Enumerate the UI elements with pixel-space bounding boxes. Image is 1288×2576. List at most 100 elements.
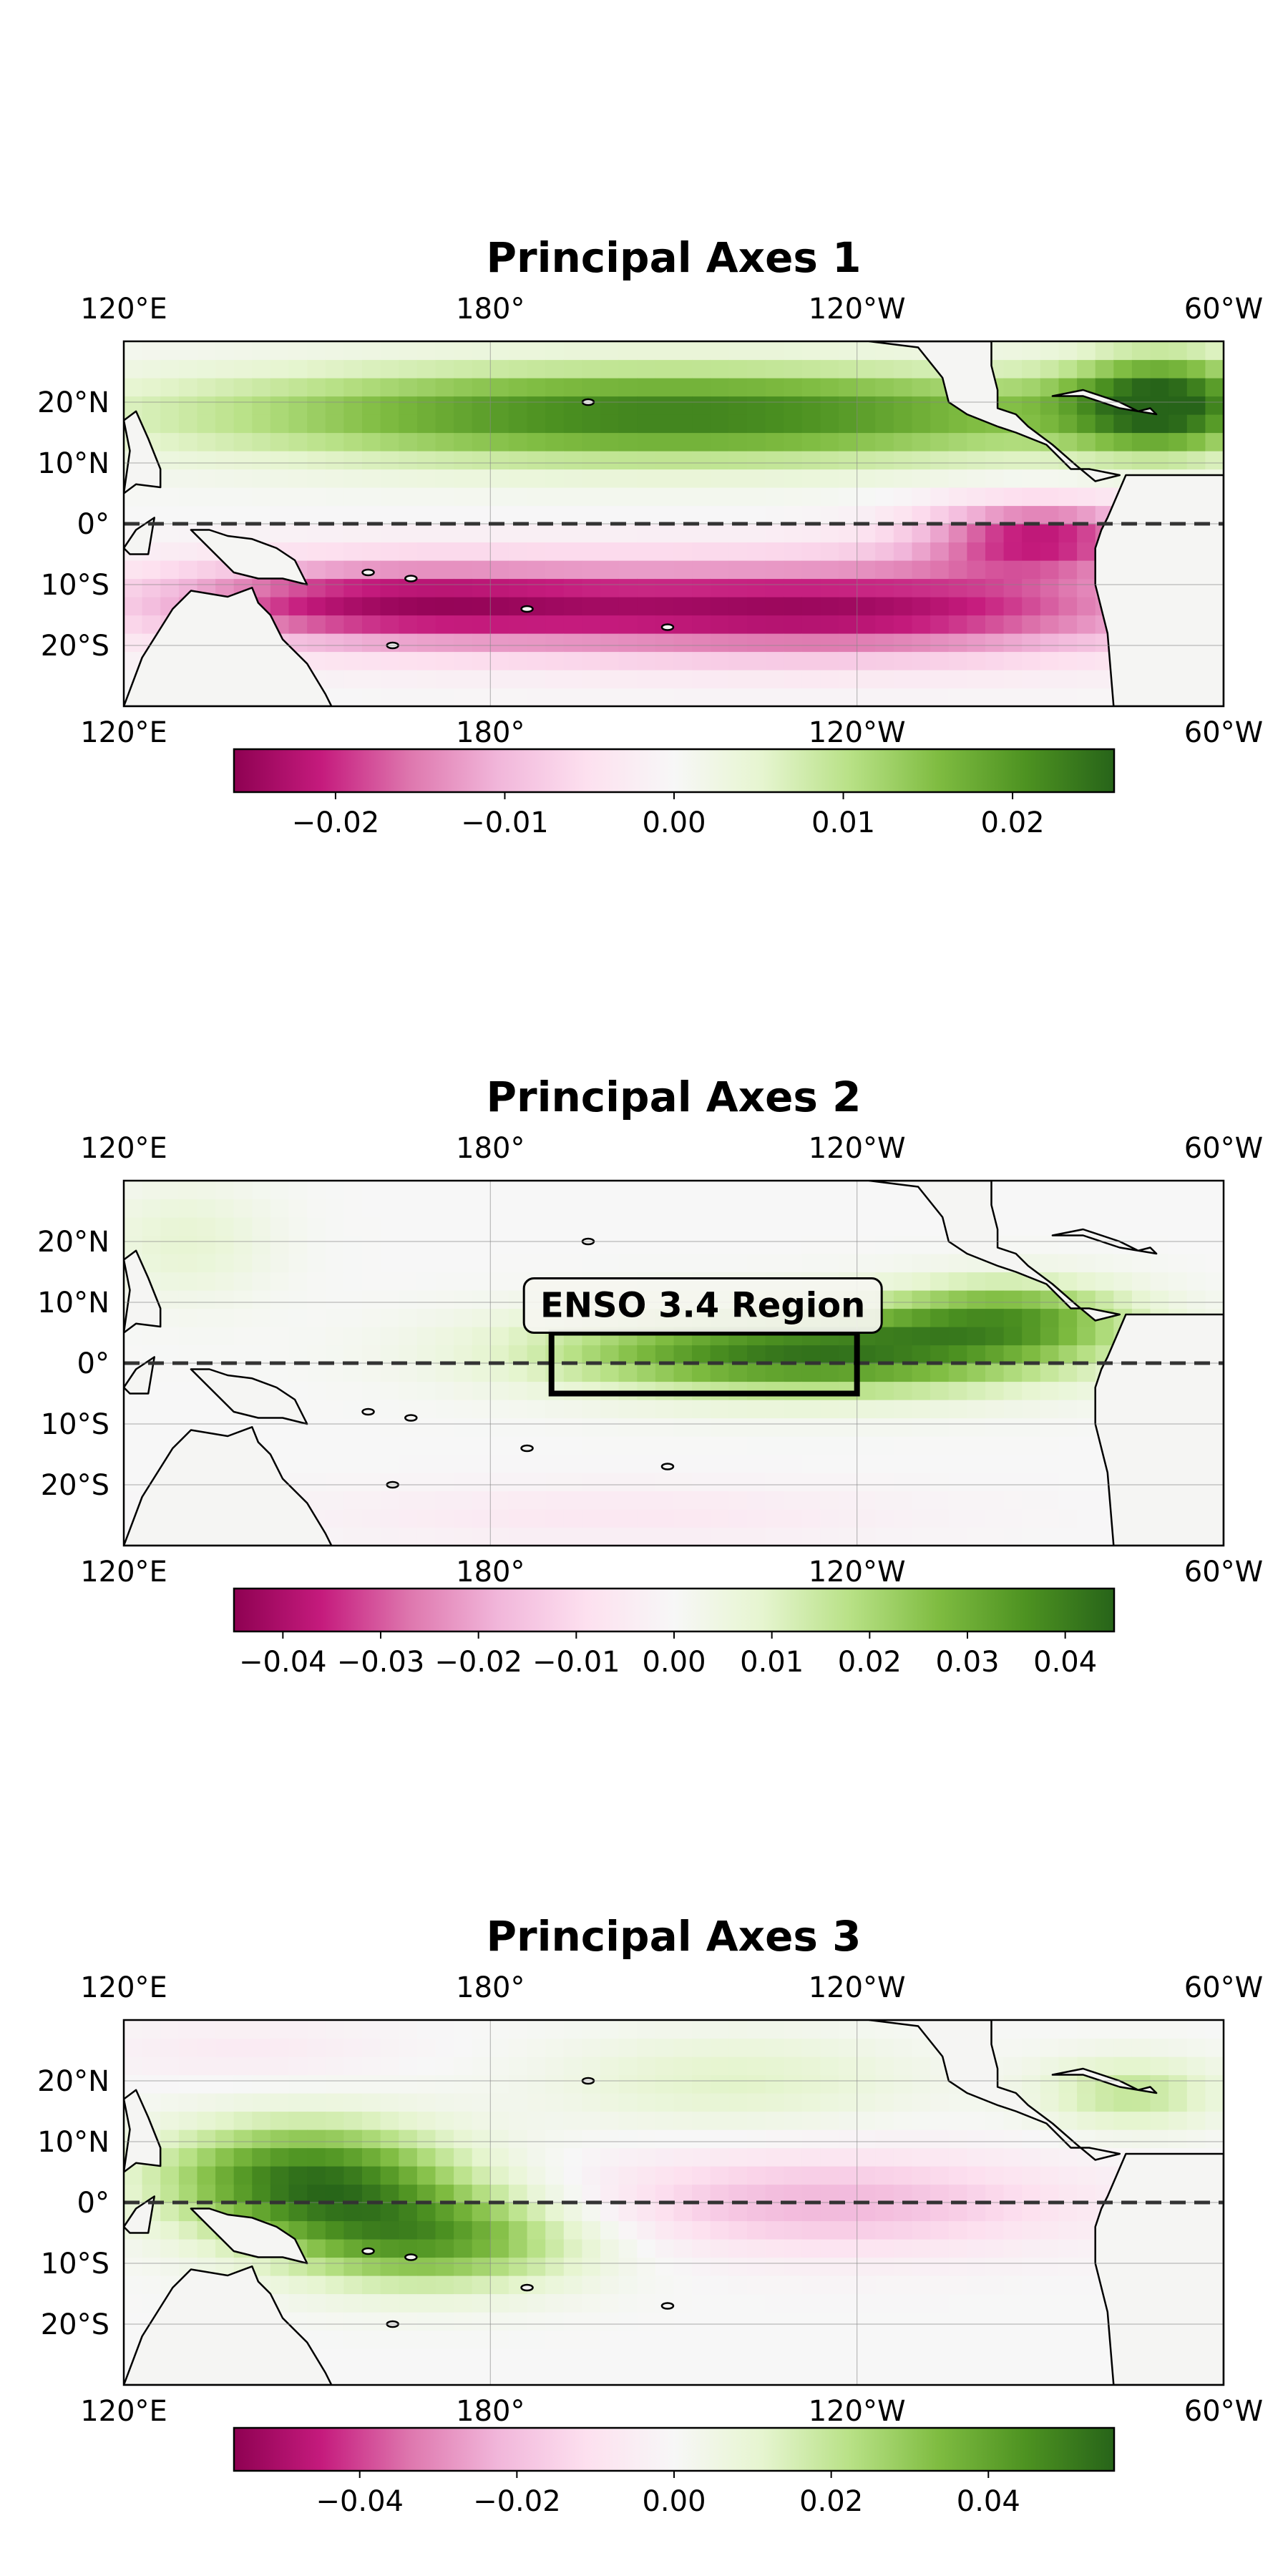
heatmap-cell [692, 2239, 711, 2258]
heatmap-cell [655, 2038, 675, 2057]
heatmap-cell [288, 1345, 308, 1364]
heatmap-cell [563, 2074, 582, 2094]
y-tick-label: 20°N [37, 2065, 109, 2098]
heatmap-cell [508, 487, 528, 507]
heatmap-cell [1022, 2184, 1041, 2203]
heatmap-cell [600, 2220, 620, 2240]
heatmap-cell [948, 524, 967, 543]
heatmap-cell [784, 1217, 803, 1236]
heatmap-cell [252, 469, 271, 488]
heatmap-cell [288, 1308, 308, 1327]
heatmap-cell [472, 1363, 491, 1382]
heatmap-cell [527, 2184, 546, 2203]
heatmap-cell [930, 487, 950, 507]
heatmap-cell [380, 378, 399, 397]
heatmap-cell [948, 2293, 967, 2313]
heatmap-cell [563, 578, 582, 597]
heatmap-cell [1003, 1436, 1023, 1455]
heatmap-cell [985, 1418, 1005, 1437]
heatmap-cell [1022, 2020, 1041, 2039]
heatmap-cell [801, 1363, 821, 1382]
heatmap-cell [454, 2074, 473, 2094]
heatmap-cell [985, 2147, 1005, 2167]
x-tick-label-top: 120°E [80, 1132, 167, 1165]
heatmap-cell [490, 505, 509, 525]
heatmap-cell [416, 1181, 436, 1200]
heatmap-cell [875, 2057, 894, 2076]
heatmap-cell [362, 615, 381, 634]
heatmap-cell [1150, 2093, 1169, 2112]
heatmap-cell [178, 341, 198, 361]
heatmap-cell [362, 1272, 381, 1291]
heatmap-cell [508, 2020, 528, 2039]
heatmap-cell [362, 432, 381, 452]
heatmap-cell [728, 2239, 748, 2258]
heatmap-cell [655, 469, 675, 488]
heatmap-cell [893, 2166, 913, 2185]
heatmap-cell [692, 2093, 711, 2112]
heatmap-cell [1040, 2147, 1059, 2167]
heatmap-cell [985, 633, 1005, 653]
heatmap-cell [692, 2348, 711, 2368]
heatmap-cell [600, 2202, 620, 2222]
heatmap-cell [893, 2093, 913, 2112]
heatmap-cell [1077, 2202, 1096, 2222]
heatmap-cell [655, 2057, 675, 2076]
heatmap-cell [416, 1473, 436, 1492]
heatmap-cell [710, 1418, 729, 1437]
heatmap-cell [765, 505, 784, 525]
heatmap-cell [563, 1400, 582, 1419]
y-tick-label: 10°N [37, 447, 109, 480]
heatmap-cell [454, 1418, 473, 1437]
heatmap-cell [948, 469, 967, 488]
heatmap-cell [178, 2057, 198, 2076]
heatmap-cell [545, 2239, 565, 2258]
heatmap-cell [508, 2184, 528, 2203]
heatmap-cell [508, 2239, 528, 2258]
heatmap-cell [801, 1509, 821, 1528]
heatmap-cell [765, 1345, 784, 1364]
heatmap-cell [325, 2202, 344, 2222]
colorbar-tick-label: 0.02 [799, 2485, 863, 2518]
heatmap-cell [948, 1254, 967, 1273]
heatmap-cell [1131, 2057, 1151, 2076]
heatmap-cell [600, 524, 620, 543]
heatmap-cell [178, 414, 198, 434]
heatmap-cell [1022, 1290, 1041, 1309]
heatmap-cell [435, 688, 454, 706]
heatmap-cell [307, 1454, 326, 1473]
heatmap-cell [380, 2129, 399, 2149]
heatmap-cell [582, 1491, 601, 1510]
heatmap-cell [1205, 2057, 1224, 2076]
heatmap-cell [563, 1363, 582, 1382]
heatmap-cell [820, 2074, 839, 2094]
heatmap-cell [857, 487, 876, 507]
heatmap-cell [124, 633, 143, 653]
heatmap-cell [325, 2257, 344, 2276]
heatmap-cell [820, 2020, 839, 2039]
heatmap-cell [784, 487, 803, 507]
heatmap-cell [362, 1436, 381, 1455]
heatmap-cell [1058, 505, 1078, 525]
y-tick-label: 10°N [37, 2126, 109, 2159]
heatmap-cell [1058, 1473, 1078, 1492]
heatmap-cell [728, 1418, 748, 1437]
heatmap-cell [508, 432, 528, 452]
heatmap-cell [233, 2057, 253, 2076]
heatmap-cell [673, 1473, 693, 1492]
heatmap-cell [380, 1217, 399, 1236]
heatmap-cell [1058, 1345, 1078, 1364]
heatmap-cell [618, 505, 638, 525]
heatmap-cell [490, 2093, 509, 2112]
heatmap-cell [820, 1491, 839, 1510]
heatmap-cell [454, 505, 473, 525]
heatmap-cell [472, 1254, 491, 1273]
heatmap-cell [563, 1235, 582, 1254]
heatmap-cell [912, 1345, 931, 1364]
heatmap-cell [1077, 432, 1096, 452]
heatmap-cell [637, 414, 656, 434]
heatmap-cell [1058, 2166, 1078, 2185]
heatmap-cell [508, 1473, 528, 1492]
heatmap-cell [142, 2038, 161, 2057]
map-frame [122, 2019, 1225, 2386]
